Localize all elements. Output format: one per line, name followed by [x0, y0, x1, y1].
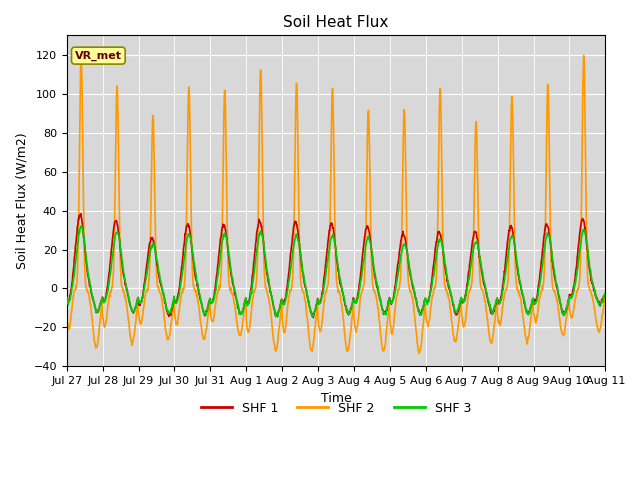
Title: Soil Heat Flux: Soil Heat Flux — [284, 15, 388, 30]
Y-axis label: Soil Heat Flux (W/m2): Soil Heat Flux (W/m2) — [15, 132, 28, 269]
Legend: SHF 1, SHF 2, SHF 3: SHF 1, SHF 2, SHF 3 — [196, 396, 476, 420]
X-axis label: Time: Time — [321, 392, 351, 405]
Text: VR_met: VR_met — [75, 50, 122, 61]
